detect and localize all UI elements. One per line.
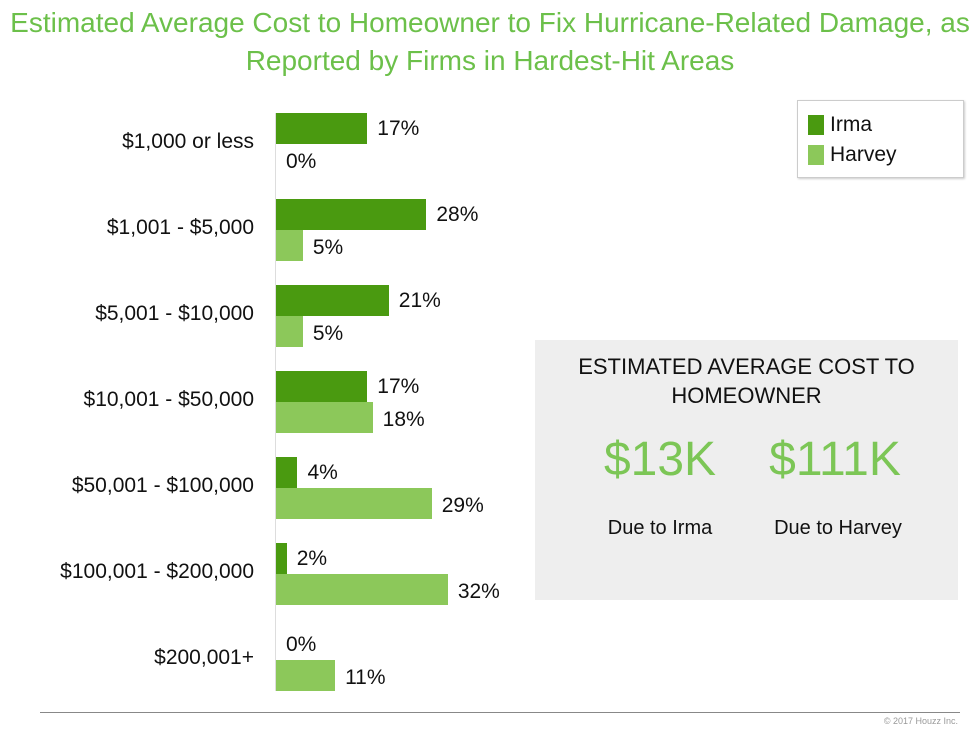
bar-irma — [276, 113, 368, 144]
data-label-irma: 17% — [377, 117, 420, 140]
bar-irma — [276, 543, 287, 574]
callout-heading: ESTIMATED AVERAGE COST TO HOMEOWNER — [578, 354, 915, 408]
legend: Irma Harvey — [797, 100, 964, 178]
bar-harvey — [276, 574, 448, 605]
category-label: $10,001 - $50,000 — [83, 388, 254, 411]
data-label-harvey: 29% — [441, 494, 484, 517]
bar-irma — [276, 199, 427, 230]
footer-rule — [40, 712, 960, 713]
data-label-harvey: 11% — [345, 666, 386, 689]
bar-harvey — [276, 316, 303, 347]
data-label-harvey: 32% — [457, 580, 500, 603]
data-label-irma: 21% — [398, 289, 441, 312]
bar-irma — [276, 371, 368, 402]
irma-cost-value: $13K — [603, 433, 717, 486]
bar-harvey — [276, 488, 432, 519]
data-label-harvey: 5% — [312, 322, 344, 345]
average-cost-callout: ESTIMATED AVERAGE COST TO HOMEOWNER $13K… — [535, 340, 958, 600]
category-label: $50,001 - $100,000 — [71, 474, 254, 497]
bar-harvey — [276, 660, 336, 691]
legend-swatch-harvey — [808, 145, 824, 165]
category-label: $100,001 - $200,000 — [60, 560, 254, 583]
data-label-irma: 17% — [377, 375, 420, 398]
bar-harvey — [276, 402, 373, 433]
copyright: © 2017 Houzz Inc. — [883, 716, 958, 726]
irma-cost-label: Due to Irma — [607, 517, 713, 539]
harvey-cost-value: $111K — [769, 433, 901, 486]
harvey-cost-label: Due to Harvey — [774, 517, 902, 539]
data-label-irma: 0% — [286, 633, 317, 656]
data-label-harvey: 5% — [312, 236, 344, 259]
data-label-irma: 2% — [296, 547, 328, 570]
data-label-harvey: 0% — [286, 150, 317, 173]
data-label-irma: 28% — [436, 203, 479, 226]
bar-irma — [276, 285, 389, 316]
legend-label-irma: Irma — [830, 113, 872, 136]
bar-harvey — [276, 230, 303, 261]
legend-label-harvey: Harvey — [830, 143, 897, 166]
category-label: $5,001 - $10,000 — [95, 302, 254, 325]
bar-irma — [276, 457, 298, 488]
category-label: $200,001+ — [154, 646, 254, 669]
category-label: $1,001 - $5,000 — [106, 216, 254, 239]
category-axis — [275, 113, 276, 691]
chart-title: Estimated Average Cost to Homeowner to F… — [10, 7, 970, 76]
data-label-harvey: 18% — [382, 408, 425, 431]
data-label-irma: 4% — [307, 461, 338, 484]
legend-swatch-irma — [808, 115, 824, 135]
category-label: $1,000 or less — [122, 130, 254, 153]
